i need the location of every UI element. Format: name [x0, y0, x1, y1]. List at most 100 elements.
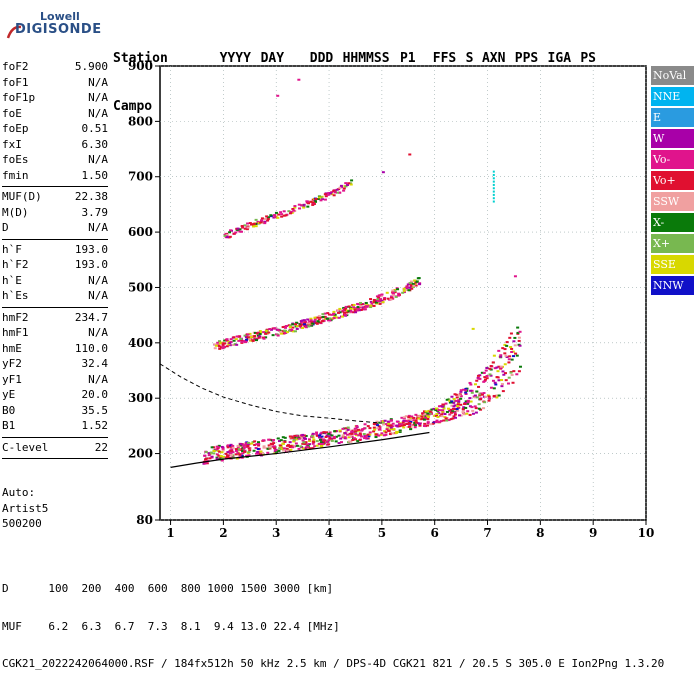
echo-point — [307, 438, 311, 441]
echo-point — [492, 354, 496, 357]
echo-point — [413, 426, 417, 429]
echo-point — [327, 432, 331, 435]
echo-point — [451, 410, 455, 413]
echo-point — [418, 283, 422, 286]
echo-point — [313, 316, 317, 319]
echo-point — [308, 320, 312, 323]
param-row-yF1: yF1 N/A — [2, 373, 108, 389]
echo-point — [488, 367, 492, 370]
echo-point — [286, 331, 290, 334]
echo-point — [306, 322, 310, 325]
param-name: foF1p — [2, 91, 36, 104]
echo-point — [241, 226, 245, 229]
echo-point — [226, 444, 230, 447]
echo-point — [326, 312, 330, 315]
echo-point — [227, 340, 231, 343]
echo-point — [276, 216, 280, 219]
echo-point — [247, 454, 251, 457]
echo-point — [330, 191, 334, 194]
echo-point — [383, 430, 387, 433]
echo-point — [452, 401, 456, 404]
echo-point — [410, 284, 414, 287]
echo-point — [320, 444, 324, 447]
echo-point — [445, 419, 449, 422]
echo-point — [328, 433, 332, 436]
legend-sse: SSE — [651, 255, 694, 274]
echo-point — [319, 199, 323, 202]
echo-point — [477, 385, 481, 388]
echo-point — [256, 447, 260, 450]
echo-point — [269, 328, 273, 331]
echo-point — [229, 453, 233, 456]
echo-point — [328, 317, 332, 320]
y-tick-label: 700 — [128, 170, 153, 184]
echo-point — [234, 338, 238, 341]
echo-point — [415, 421, 419, 424]
param-row-B1: B1 1.52 — [2, 419, 108, 435]
echo-point — [441, 405, 445, 408]
echo-point — [423, 413, 427, 416]
echo-point — [475, 379, 479, 382]
echo-point — [497, 394, 501, 397]
echo-point — [235, 457, 239, 460]
echo-point — [323, 193, 327, 196]
echo-point — [462, 406, 466, 409]
echo-point — [443, 416, 447, 419]
echo-point — [373, 428, 377, 431]
echo-point — [231, 446, 235, 449]
echo-point — [457, 394, 461, 397]
echo-point — [391, 432, 395, 435]
echo-point — [477, 407, 481, 410]
echo-point — [495, 366, 499, 369]
echo-point — [476, 374, 480, 377]
echo-point — [304, 326, 308, 329]
echo-point — [288, 326, 292, 329]
echo-point — [230, 448, 234, 451]
echo-point — [299, 437, 303, 440]
echo-point — [469, 389, 473, 392]
echo-point — [283, 329, 287, 332]
echo-point — [323, 312, 327, 315]
echo-point — [322, 440, 326, 443]
echo-point — [380, 293, 384, 296]
dashed-profile-line — [159, 363, 382, 424]
echo-point — [389, 297, 393, 300]
echo-point — [301, 442, 305, 445]
echo-point — [341, 427, 345, 430]
echo-point — [244, 338, 248, 341]
echo-point — [252, 336, 256, 339]
echo-point — [220, 459, 224, 462]
echo-point — [285, 447, 289, 450]
echo-point — [402, 291, 406, 294]
echo-point — [350, 179, 354, 182]
echo-point — [392, 428, 396, 431]
echo-point — [492, 170, 495, 173]
param-value: 5.900 — [74, 60, 108, 73]
echo-point — [429, 423, 433, 426]
echo-point — [279, 330, 283, 333]
echo-point — [333, 191, 337, 194]
echo-point — [302, 203, 306, 206]
echo-point — [346, 428, 350, 431]
echo-point — [284, 214, 288, 217]
echo-point — [488, 397, 492, 400]
echo-point — [409, 417, 413, 420]
echo-point — [327, 313, 331, 316]
echo-point — [434, 409, 438, 412]
echo-point — [353, 427, 357, 430]
footer-muf-row: MUF 6.2 6.3 6.7 7.3 8.1 9.4 13.0 22.4 [M… — [2, 619, 340, 633]
param-row-h`F2: h`F2 193.0 — [2, 258, 108, 274]
echo-point — [219, 346, 223, 349]
echo-point — [381, 420, 385, 423]
x-tick-label: 2 — [219, 526, 227, 540]
echo-point — [388, 424, 392, 427]
echo-point — [492, 387, 496, 390]
echo-point — [439, 420, 443, 423]
echo-point — [449, 411, 453, 414]
echo-point — [268, 445, 272, 448]
echo-point — [408, 422, 412, 425]
echo-point — [238, 228, 242, 231]
echo-point — [426, 417, 430, 420]
echo-point — [203, 454, 207, 457]
echo-point — [203, 462, 207, 465]
